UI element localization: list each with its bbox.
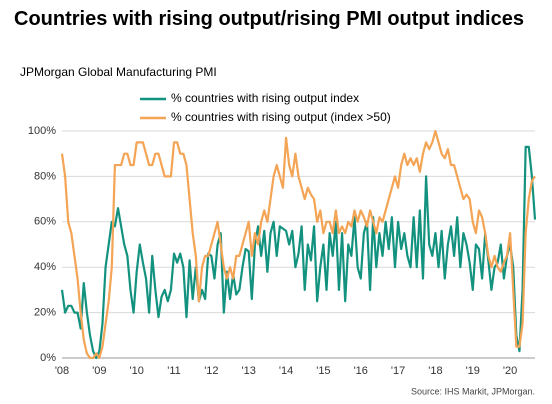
x-tick-label: '15 <box>316 365 330 377</box>
x-tick-label: '12 <box>204 365 218 377</box>
y-tick-label: 60% <box>34 216 56 228</box>
y-tick-label: 20% <box>34 307 56 319</box>
legend-label: % countries with rising output index <box>171 91 359 105</box>
x-tick-label: '18 <box>428 365 442 377</box>
x-tick-label: '11 <box>167 365 181 377</box>
data-line <box>60 129 536 360</box>
x-tick-label: '10 <box>130 365 144 377</box>
x-tick-label: '14 <box>279 365 293 377</box>
x-tick-label: '09 <box>92 365 106 377</box>
y-tick-label: 100% <box>28 125 56 137</box>
chart-subtitle: JPMorgan Global Manufacturing PMI <box>20 65 217 79</box>
x-tick-label: '13 <box>242 365 256 377</box>
data-line <box>60 145 537 360</box>
source-note: Source: IHS Markit, JPMorgan. <box>411 386 535 396</box>
legend-label: % countries with rising output (index >5… <box>171 110 391 124</box>
chart-title: Countries with rising output/rising PMI … <box>14 8 524 30</box>
y-tick-label: 80% <box>34 170 56 182</box>
x-tick-label: '20 <box>503 365 517 377</box>
x-tick-label: '16 <box>354 365 368 377</box>
y-tick-label: 0% <box>40 352 56 364</box>
x-tick-label: '08 <box>55 365 69 377</box>
y-tick-label: 40% <box>34 261 56 273</box>
x-tick-label: '19 <box>466 365 480 377</box>
x-tick-label: '17 <box>391 365 405 377</box>
